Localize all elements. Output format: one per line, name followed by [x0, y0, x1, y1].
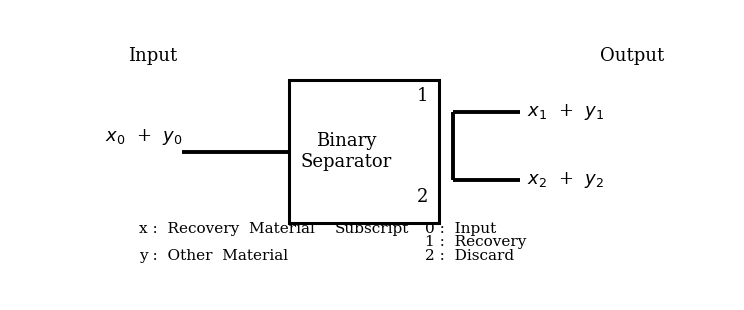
Text: x :  Recovery  Material: x : Recovery Material — [139, 222, 315, 236]
Text: 2: 2 — [417, 188, 429, 206]
Text: 2 :  Discard: 2 : Discard — [425, 249, 513, 263]
Text: 1 :  Recovery: 1 : Recovery — [425, 236, 526, 250]
Text: $x_0$  +  $y_0$: $x_0$ + $y_0$ — [104, 127, 182, 147]
Text: Input: Input — [128, 47, 177, 65]
Text: $x_2$  +  $y_2$: $x_2$ + $y_2$ — [527, 170, 603, 190]
Text: 0 :  Input: 0 : Input — [425, 222, 496, 236]
Text: Subscript: Subscript — [336, 222, 409, 236]
Text: 1: 1 — [417, 86, 429, 104]
Text: Output: Output — [600, 47, 664, 65]
Text: Binary
Separator: Binary Separator — [301, 132, 391, 171]
Text: y :  Other  Material: y : Other Material — [139, 249, 288, 263]
FancyBboxPatch shape — [289, 80, 439, 224]
Text: $x_1$  +  $y_1$: $x_1$ + $y_1$ — [527, 102, 603, 122]
